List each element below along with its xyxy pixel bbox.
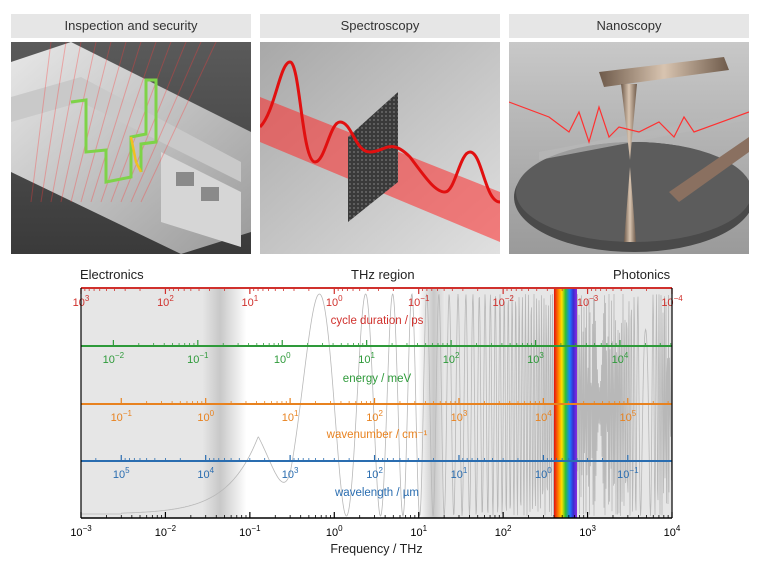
frequency-tick-label: 100 (326, 524, 343, 539)
cycle-tick-label: 103 (73, 294, 90, 309)
wavenumber-tick-label: 102 (366, 409, 383, 424)
frequency-tick-label: 10−1 (239, 524, 261, 539)
region-electronics: Electronics (80, 267, 144, 282)
frequency-tick-label: 10−2 (155, 524, 177, 539)
wavelength-tick-label: 101 (451, 466, 468, 481)
frequency-tick-label: 103 (579, 524, 596, 539)
wavelength-tick-label: 105 (113, 466, 130, 481)
energy-tick-label: 103 (527, 351, 544, 366)
frequency-axis-label: Frequency / THz (330, 542, 422, 556)
region-photonics: Photonics (613, 267, 671, 282)
panel-spectroscopy: Spectroscopy (260, 14, 500, 254)
cycle-scale-label: cycle duration / ps (331, 315, 424, 327)
wavenumber-tick-label: 105 (619, 409, 636, 424)
cycle-tick-label: 100 (326, 294, 343, 309)
energy-tick-label: 102 (443, 351, 460, 366)
wavenumber-tick-label: 100 (197, 409, 214, 424)
nanoscopy-image (509, 42, 749, 254)
panel-title-nanoscopy: Nanoscopy (509, 14, 749, 38)
wavelength-tick-label: 10−1 (617, 466, 639, 481)
wavelength-tick-label: 103 (282, 466, 299, 481)
cycle-tick-label: 10−1 (408, 294, 430, 309)
wavelength-tick-label: 100 (535, 466, 552, 481)
panel-nanoscopy: Nanoscopy (509, 14, 749, 254)
frequency-tick-label: 10−3 (70, 524, 92, 539)
energy-tick-label: 100 (274, 351, 291, 366)
panel-title-spectroscopy: Spectroscopy (260, 14, 500, 38)
energy-tick-label: 101 (358, 351, 375, 366)
wavelength-tick-label: 104 (197, 466, 214, 481)
frequency-tick-label: 101 (410, 524, 427, 539)
energy-tick-label: 10−2 (103, 351, 125, 366)
energy-tick-label: 104 (612, 351, 629, 366)
cycle-tick-label: 101 (242, 294, 259, 309)
energy-tick-label: 10−1 (187, 351, 209, 366)
wavelength-scale-label: wavelength / µm (334, 487, 419, 499)
energy-scale-label: energy / meV (343, 373, 412, 385)
frequency-tick-label: 102 (495, 524, 512, 539)
cycle-tick-label: 10−4 (661, 294, 683, 309)
cycle-tick-label: 10−2 (492, 294, 514, 309)
wavenumber-scale-label: wavenumber / cm⁻¹ (326, 429, 428, 441)
panel-inspection: Inspection and security (11, 14, 251, 254)
wavenumber-tick-label: 101 (282, 409, 299, 424)
wavenumber-tick-label: 10−1 (111, 409, 133, 424)
frequency-tick-label: 104 (664, 524, 681, 539)
wavenumber-tick-label: 104 (535, 409, 552, 424)
cycle-tick-label: 102 (157, 294, 174, 309)
panel-title-inspection: Inspection and security (11, 14, 251, 38)
cycle-tick-label: 10−3 (577, 294, 599, 309)
spectroscopy-image (260, 42, 500, 254)
region-thz: THz region (351, 267, 415, 282)
wavenumber-tick-label: 103 (451, 409, 468, 424)
wavelength-tick-label: 102 (366, 466, 383, 481)
inspection-image (11, 42, 251, 254)
